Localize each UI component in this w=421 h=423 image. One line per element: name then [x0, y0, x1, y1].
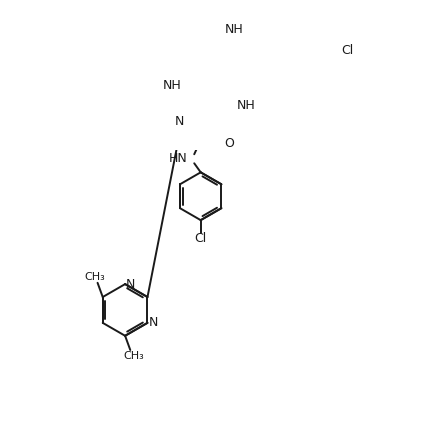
Text: CH₃: CH₃ [84, 272, 105, 282]
Text: Cl: Cl [195, 232, 207, 245]
Text: NH: NH [224, 23, 243, 36]
Text: HN: HN [169, 151, 188, 165]
Text: N: N [149, 316, 158, 330]
Text: Cl: Cl [341, 44, 354, 57]
Text: NH: NH [237, 99, 256, 112]
Text: N: N [175, 115, 184, 129]
Text: O: O [224, 137, 234, 150]
Text: CH₃: CH₃ [123, 351, 144, 361]
Text: NH: NH [163, 79, 181, 92]
Text: N: N [126, 277, 136, 291]
